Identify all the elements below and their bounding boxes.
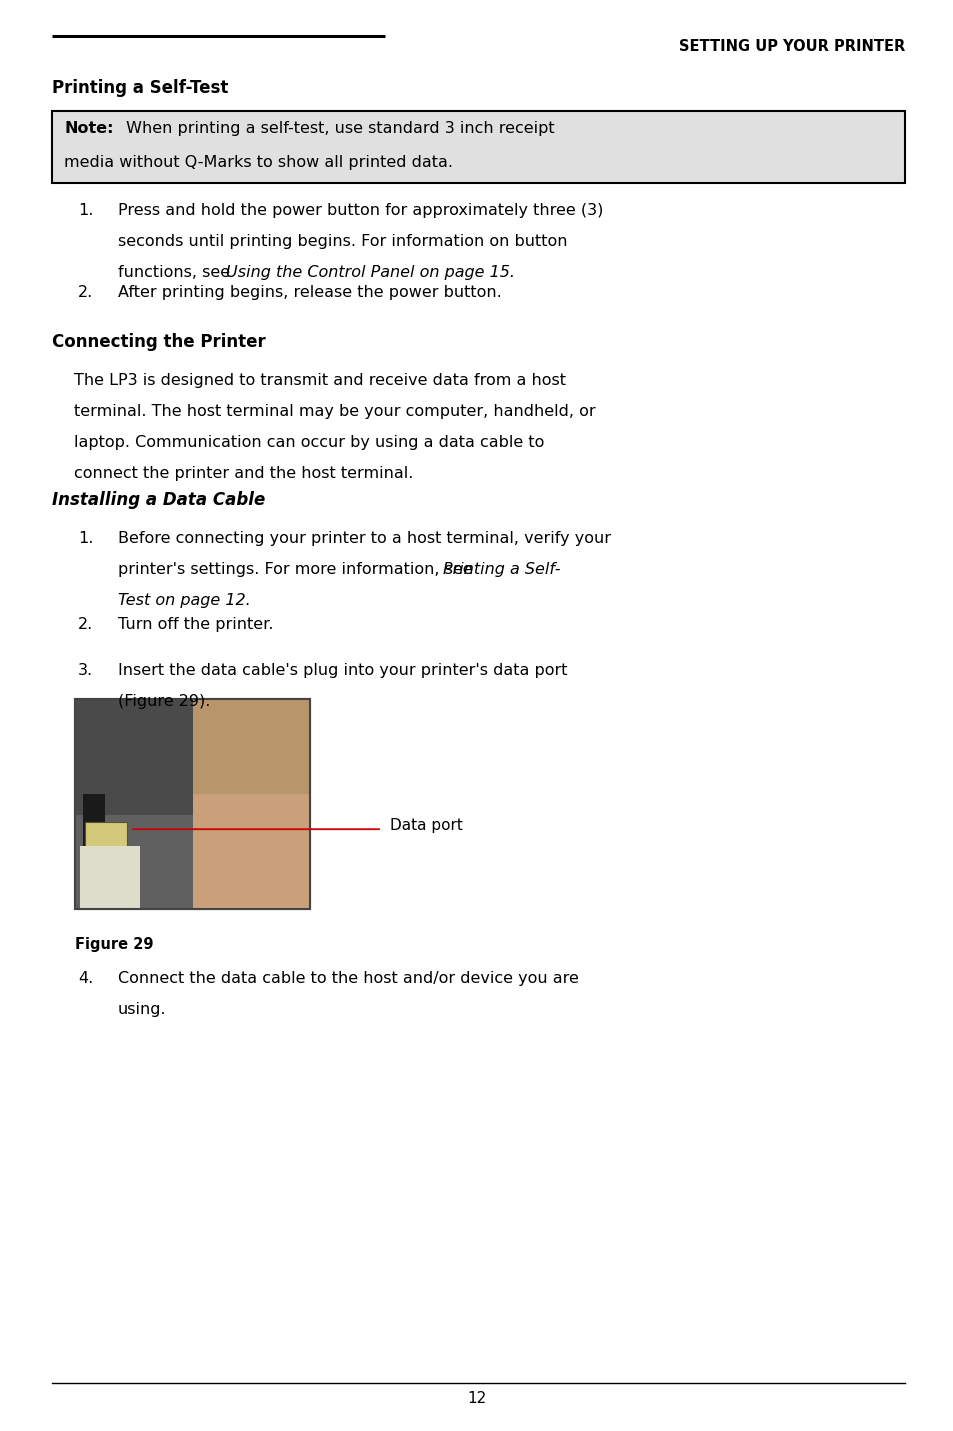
Text: 3.: 3. xyxy=(78,663,93,678)
Text: Printing a Self-Test: Printing a Self-Test xyxy=(52,79,228,97)
Bar xyxy=(193,698,310,794)
Text: Insert the data cable's plug into your printer's data port: Insert the data cable's plug into your p… xyxy=(118,663,567,678)
Text: Note:: Note: xyxy=(64,122,113,136)
Text: seconds until printing begins. For information on button: seconds until printing begins. For infor… xyxy=(118,235,567,249)
Bar xyxy=(85,823,127,850)
Text: Connecting the Printer: Connecting the Printer xyxy=(52,333,266,351)
Text: printer's settings. For more information, see: printer's settings. For more information… xyxy=(118,562,477,577)
Text: Before connecting your printer to a host terminal, verify your: Before connecting your printer to a host… xyxy=(118,531,610,547)
Text: After printing begins, release the power button.: After printing begins, release the power… xyxy=(118,285,501,301)
Text: laptop. Communication can occur by using a data cable to: laptop. Communication can occur by using… xyxy=(74,435,544,449)
Text: 1.: 1. xyxy=(78,203,93,218)
Text: using.: using. xyxy=(118,1002,167,1017)
Text: 12: 12 xyxy=(467,1391,486,1407)
Text: Connect the data cable to the host and/or device you are: Connect the data cable to the host and/o… xyxy=(118,972,578,986)
Text: connect the printer and the host terminal.: connect the printer and the host termina… xyxy=(74,467,413,481)
Text: Data port: Data port xyxy=(390,817,462,833)
Bar xyxy=(75,698,310,909)
Text: (Figure 29).: (Figure 29). xyxy=(118,694,211,708)
Text: When printing a self-test, use standard 3 inch receipt: When printing a self-test, use standard … xyxy=(121,122,554,136)
Text: terminal. The host terminal may be your computer, handheld, or: terminal. The host terminal may be your … xyxy=(74,404,595,419)
Text: Installing a Data Cable: Installing a Data Cable xyxy=(52,491,265,509)
Text: 2.: 2. xyxy=(78,285,93,301)
Text: Using the Control Panel on page 15.: Using the Control Panel on page 15. xyxy=(226,265,515,280)
Text: SETTING UP YOUR PRINTER: SETTING UP YOUR PRINTER xyxy=(678,39,904,54)
Bar xyxy=(75,698,310,814)
Text: The LP3 is designed to transmit and receive data from a host: The LP3 is designed to transmit and rece… xyxy=(74,373,565,388)
Text: media without Q-Marks to show all printed data.: media without Q-Marks to show all printe… xyxy=(64,155,453,170)
Text: 4.: 4. xyxy=(78,972,93,986)
Text: Turn off the printer.: Turn off the printer. xyxy=(118,617,274,633)
Text: functions, see: functions, see xyxy=(118,265,235,280)
Text: Printing a Self-: Printing a Self- xyxy=(442,562,560,577)
Bar xyxy=(75,698,310,909)
Text: 1.: 1. xyxy=(78,531,93,547)
Bar xyxy=(80,846,140,909)
Text: Test on page 12.: Test on page 12. xyxy=(118,592,251,608)
Text: Press and hold the power button for approximately three (3): Press and hold the power button for appr… xyxy=(118,203,602,218)
FancyBboxPatch shape xyxy=(52,112,904,183)
Text: Figure 29: Figure 29 xyxy=(75,937,153,952)
Bar xyxy=(83,794,105,909)
Bar xyxy=(193,698,310,909)
Text: 2.: 2. xyxy=(78,617,93,633)
